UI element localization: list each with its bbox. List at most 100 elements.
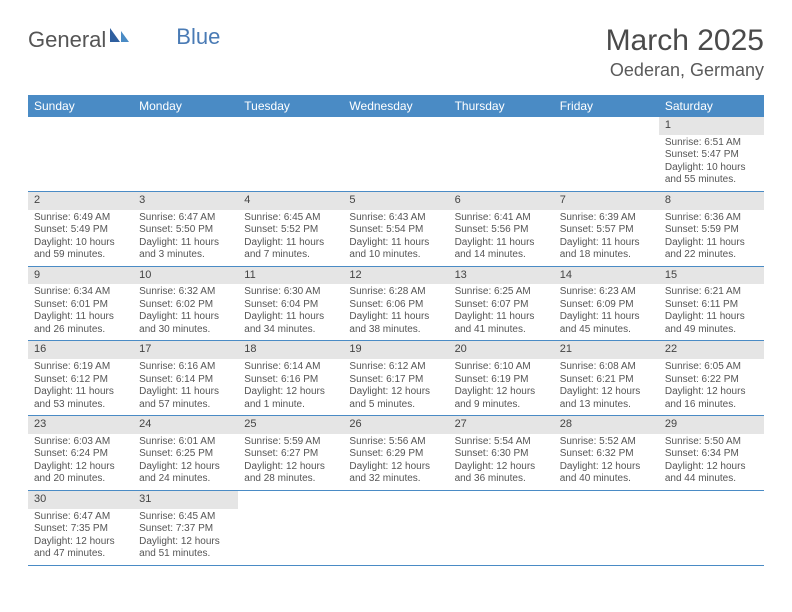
sunrise-text: Sunrise: 6:45 AM bbox=[139, 511, 232, 524]
day-number: 17 bbox=[133, 341, 238, 359]
day-cell: 16Sunrise: 6:19 AMSunset: 6:12 PMDayligh… bbox=[28, 341, 133, 415]
daylight-text: Daylight: 12 hours bbox=[349, 386, 442, 399]
logo-text-blue: Blue bbox=[176, 24, 220, 50]
sunset-text: Sunset: 6:11 PM bbox=[665, 299, 758, 312]
sunrise-text: Sunrise: 6:47 AM bbox=[139, 212, 232, 225]
day-cell bbox=[554, 117, 659, 191]
sunset-text: Sunset: 6:12 PM bbox=[34, 374, 127, 387]
day-cell: 19Sunrise: 6:12 AMSunset: 6:17 PMDayligh… bbox=[343, 341, 448, 415]
daylight-text: Daylight: 12 hours bbox=[139, 536, 232, 549]
sunrise-text: Sunrise: 5:52 AM bbox=[560, 436, 653, 449]
daylight-text: and 1 minute. bbox=[244, 399, 337, 412]
daylight-text: and 9 minutes. bbox=[455, 399, 548, 412]
sunrise-text: Sunrise: 6:16 AM bbox=[139, 361, 232, 374]
day-cell: 3Sunrise: 6:47 AMSunset: 5:50 PMDaylight… bbox=[133, 192, 238, 266]
daylight-text: and 30 minutes. bbox=[139, 324, 232, 337]
sunrise-text: Sunrise: 6:25 AM bbox=[455, 286, 548, 299]
daylight-text: and 18 minutes. bbox=[560, 249, 653, 262]
weeks-container: 1 Sunrise: 6:51 AMSunset: 5:47 PM Daylight… bbox=[28, 117, 764, 566]
daylight-text: Daylight: 12 hours bbox=[560, 386, 653, 399]
week-row: 16Sunrise: 6:19 AMSunset: 6:12 PMDayligh… bbox=[28, 341, 764, 416]
daylight-text: and 57 minutes. bbox=[139, 399, 232, 412]
sunset-text: Sunset: 6:09 PM bbox=[560, 299, 653, 312]
daylight-text: Daylight: 12 hours bbox=[349, 461, 442, 474]
day-header: Thursday bbox=[449, 95, 554, 117]
sunrise-text: Sunrise: 6:51 AM bbox=[665, 137, 758, 150]
day-cell: 30Sunrise: 6:47 AMSunset: 7:35 PMDayligh… bbox=[28, 491, 133, 565]
daylight-text: Daylight: 12 hours bbox=[455, 386, 548, 399]
day-number: 24 bbox=[133, 416, 238, 434]
sunrise-text: Sunrise: 6:23 AM bbox=[560, 286, 653, 299]
sunset-text: Sunset: 6:22 PM bbox=[665, 374, 758, 387]
sunset-text: Sunset: 6:06 PM bbox=[349, 299, 442, 312]
sunset-text: Sunset: 5:47 PM bbox=[665, 149, 758, 162]
day-cell bbox=[554, 491, 659, 565]
week-row: 9Sunrise: 6:34 AMSunset: 6:01 PMDaylight… bbox=[28, 267, 764, 342]
day-number: 27 bbox=[449, 416, 554, 434]
daylight-text: and 20 minutes. bbox=[34, 473, 127, 486]
daylight-text: and 34 minutes. bbox=[244, 324, 337, 337]
sunrise-text: Sunrise: 6:12 AM bbox=[349, 361, 442, 374]
sunrise-text: Sunrise: 5:56 AM bbox=[349, 436, 442, 449]
day-cell: 15Sunrise: 6:21 AMSunset: 6:11 PMDayligh… bbox=[659, 267, 764, 341]
sunrise-text: Sunrise: 6:30 AM bbox=[244, 286, 337, 299]
day-number: 1 bbox=[659, 117, 764, 135]
daylight-text: Daylight: 11 hours bbox=[139, 237, 232, 250]
sunset-text: Sunset: 5:52 PM bbox=[244, 224, 337, 237]
daylight-text: Daylight: 12 hours bbox=[34, 461, 127, 474]
daylight-text: Daylight: 11 hours bbox=[455, 311, 548, 324]
daylight-text: Daylight: 12 hours bbox=[455, 461, 548, 474]
month-year: March 2025 bbox=[606, 24, 764, 58]
sunrise-text: Sunrise: 6:10 AM bbox=[455, 361, 548, 374]
daylight-text: Daylight: 12 hours bbox=[34, 536, 127, 549]
daylight-text: and 26 minutes. bbox=[34, 324, 127, 337]
sunset-text: Sunset: 5:49 PM bbox=[34, 224, 127, 237]
daylight-text: and 59 minutes. bbox=[34, 249, 127, 262]
day-number: 14 bbox=[554, 267, 659, 285]
sunrise-text: Sunrise: 6:43 AM bbox=[349, 212, 442, 225]
daylight-text: Daylight: 10 hours bbox=[34, 237, 127, 250]
day-cell: 24Sunrise: 6:01 AMSunset: 6:25 PMDayligh… bbox=[133, 416, 238, 490]
day-header: Friday bbox=[554, 95, 659, 117]
day-number: 6 bbox=[449, 192, 554, 210]
header: General Blue March 2025 Oederan, Germany bbox=[0, 0, 792, 89]
day-number: 25 bbox=[238, 416, 343, 434]
daylight-text: Daylight: 11 hours bbox=[244, 237, 337, 250]
day-cell bbox=[238, 491, 343, 565]
day-cell bbox=[449, 491, 554, 565]
day-cell: 11Sunrise: 6:30 AMSunset: 6:04 PMDayligh… bbox=[238, 267, 343, 341]
day-cell: 18Sunrise: 6:14 AMSunset: 6:16 PMDayligh… bbox=[238, 341, 343, 415]
sunrise-text: Sunrise: 6:21 AM bbox=[665, 286, 758, 299]
day-number: 26 bbox=[343, 416, 448, 434]
week-row: 30Sunrise: 6:47 AMSunset: 7:35 PMDayligh… bbox=[28, 491, 764, 566]
daylight-text: Daylight: 12 hours bbox=[139, 461, 232, 474]
sunrise-text: Sunrise: 6:19 AM bbox=[34, 361, 127, 374]
day-cell: 26Sunrise: 5:56 AMSunset: 6:29 PMDayligh… bbox=[343, 416, 448, 490]
daylight-text: and 49 minutes. bbox=[665, 324, 758, 337]
daylight-text: Daylight: 11 hours bbox=[139, 386, 232, 399]
daylight-text: Daylight: 12 hours bbox=[665, 461, 758, 474]
day-number: 22 bbox=[659, 341, 764, 359]
day-cell: 28Sunrise: 5:52 AMSunset: 6:32 PMDayligh… bbox=[554, 416, 659, 490]
sunrise-text: Sunrise: 6:08 AM bbox=[560, 361, 653, 374]
title-block: March 2025 Oederan, Germany bbox=[606, 24, 764, 81]
sunset-text: Sunset: 5:56 PM bbox=[455, 224, 548, 237]
day-header: Tuesday bbox=[238, 95, 343, 117]
day-cell: 13Sunrise: 6:25 AMSunset: 6:07 PMDayligh… bbox=[449, 267, 554, 341]
sunset-text: Sunset: 7:35 PM bbox=[34, 523, 127, 536]
sunrise-text: Sunrise: 6:05 AM bbox=[665, 361, 758, 374]
daylight-text: Daylight: 11 hours bbox=[349, 237, 442, 250]
day-number: 21 bbox=[554, 341, 659, 359]
daylight-text: and 22 minutes. bbox=[665, 249, 758, 262]
sunset-text: Sunset: 6:14 PM bbox=[139, 374, 232, 387]
sunset-text: Sunset: 6:16 PM bbox=[244, 374, 337, 387]
day-cell: 14Sunrise: 6:23 AMSunset: 6:09 PMDayligh… bbox=[554, 267, 659, 341]
logo: General Blue bbox=[28, 24, 220, 56]
sunset-text: Sunset: 6:34 PM bbox=[665, 448, 758, 461]
day-cell: 8Sunrise: 6:36 AMSunset: 5:59 PMDaylight… bbox=[659, 192, 764, 266]
daylight-text: Daylight: 11 hours bbox=[244, 311, 337, 324]
day-cell: 12Sunrise: 6:28 AMSunset: 6:06 PMDayligh… bbox=[343, 267, 448, 341]
sunrise-text: Sunrise: 5:59 AM bbox=[244, 436, 337, 449]
daylight-text: Daylight: 11 hours bbox=[455, 237, 548, 250]
sunrise-text: Sunrise: 6:36 AM bbox=[665, 212, 758, 225]
